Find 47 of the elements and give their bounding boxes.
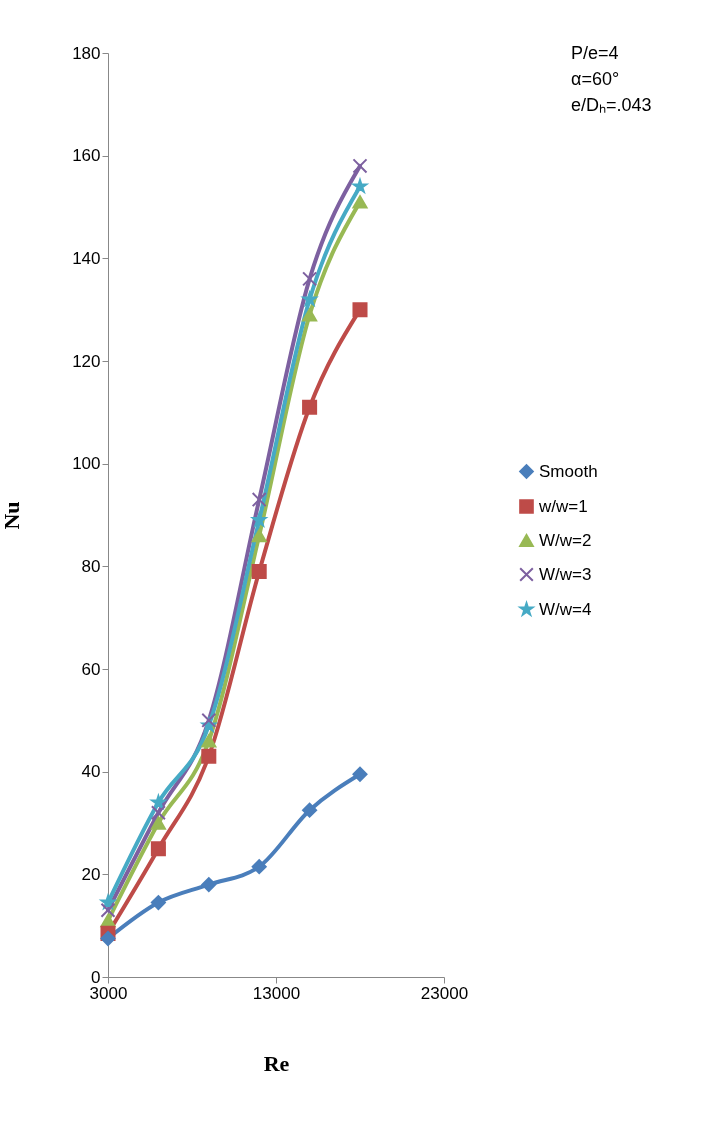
- legend-label: Smooth: [539, 461, 598, 481]
- point: [150, 805, 166, 821]
- point: [201, 734, 217, 748]
- x-axis-title: Re: [263, 1050, 290, 1076]
- y-tick-label: 60: [81, 659, 101, 679]
- point: [150, 816, 166, 830]
- x-tick-label: 23000: [420, 983, 469, 1003]
- y-tick-label: 140: [72, 248, 101, 268]
- point: [201, 748, 217, 764]
- point: [302, 271, 318, 287]
- point: [302, 308, 318, 322]
- text: e/Dₕ=.043: [571, 95, 652, 115]
- legend-label: W/w=4: [539, 599, 592, 619]
- y-tick-label: 180: [72, 43, 101, 63]
- legend-label: W/w=2: [539, 530, 592, 550]
- point: [150, 841, 166, 857]
- text: α=60°: [571, 69, 620, 89]
- point: [100, 895, 116, 909]
- point: [251, 492, 267, 508]
- point: [251, 528, 267, 543]
- y-tick-label: 40: [81, 762, 101, 782]
- point: [352, 158, 368, 174]
- point: [151, 794, 166, 809]
- point: [100, 930, 116, 947]
- y-tick-label: 80: [81, 556, 101, 576]
- point: [150, 895, 166, 911]
- point: [352, 178, 368, 193]
- y-axis-title: Nu: [0, 501, 25, 530]
- text: P/e=4: [571, 43, 619, 63]
- y-tick-label: 20: [81, 864, 101, 884]
- x-tick-label: 13000: [252, 983, 301, 1003]
- point: [100, 902, 116, 918]
- legend-label: W/w=3: [539, 564, 592, 584]
- point: [201, 877, 217, 893]
- point: [352, 302, 368, 318]
- point: [251, 563, 267, 579]
- point: [352, 766, 368, 782]
- y-tick-label: 120: [72, 351, 101, 371]
- point: [302, 802, 318, 818]
- point: [302, 291, 317, 306]
- y-tick-label: 160: [72, 146, 101, 166]
- point: [201, 712, 217, 728]
- y-tick-label: 100: [72, 454, 101, 474]
- point: [302, 399, 318, 415]
- point: [352, 195, 368, 209]
- point: [251, 859, 267, 875]
- legend-label: w/w=1: [538, 496, 588, 516]
